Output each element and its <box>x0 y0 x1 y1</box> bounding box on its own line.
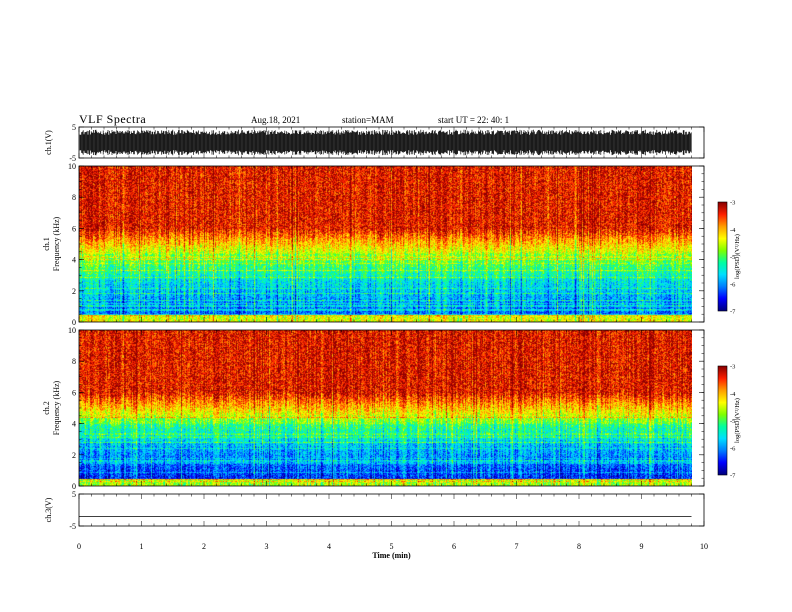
panel-3-ylabel-channel: ch.2 <box>42 401 51 415</box>
panel-2-ylabel-axis: Frequency (kHz) <box>52 216 61 271</box>
colorbar-ch2-tick-label: -7 <box>730 473 736 480</box>
ytick-label: 4 <box>72 420 76 429</box>
xtick-label: 10 <box>700 542 708 551</box>
ytick-label: 8 <box>72 193 76 202</box>
ytick-label: 2 <box>72 451 76 460</box>
xtick-label: 9 <box>640 542 644 551</box>
ytick-label: 0 <box>72 482 76 491</box>
ytick-label: 10 <box>68 326 76 335</box>
figure-start-time: start UT = 22: 40: 1 <box>438 115 510 125</box>
figure-title: VLF Spectra <box>79 112 147 126</box>
panel-1-ylabel: ch.1(V) <box>44 130 53 155</box>
colorbar-ch1-gradient <box>718 202 727 311</box>
panel-4-ylabel: ch.3(V) <box>44 497 53 522</box>
ytick-label: 10 <box>68 162 76 171</box>
colorbar-ch1-tick-label: -7 <box>730 309 736 316</box>
xtick-label: 5 <box>390 542 394 551</box>
x-axis-label: Time (min) <box>372 551 411 560</box>
colorbar-ch1-tick-label: -6 <box>730 281 736 288</box>
colorbar-ch2-tick-label: -4 <box>730 391 736 398</box>
ytick-label: 2 <box>72 287 76 296</box>
ytick-label: 6 <box>72 388 76 397</box>
xtick-label: 8 <box>577 542 581 551</box>
xtick-label: 6 <box>452 542 456 551</box>
ytick-label: 6 <box>72 224 76 233</box>
figure-station: station=MAM <box>342 115 394 125</box>
figure-date: Aug.18, 2021 <box>251 115 301 125</box>
spectrogram-ch1-image <box>79 166 692 322</box>
colorbar-ch1-label: log(PSD)(V²/Hz) <box>734 234 741 279</box>
colorbar-ch2-gradient <box>718 366 727 475</box>
colorbar-ch2-tick-label: -6 <box>730 445 736 452</box>
xtick-label: 1 <box>140 542 144 551</box>
xtick-label: 2 <box>202 542 206 551</box>
colorbar-ch2-label: log(PSD)(V²/Hz) <box>734 398 741 443</box>
xtick-label: 7 <box>515 542 519 551</box>
xtick-label: 3 <box>265 542 269 551</box>
colorbar-ch1-tick-label: -3 <box>730 200 735 207</box>
ytick-label: 8 <box>72 357 76 366</box>
ytick-label: -5 <box>69 154 76 163</box>
colorbar-ch2-frame <box>717 365 728 476</box>
colorbar-ch1-tick-label: -5 <box>730 254 735 261</box>
panel-2-ylabel-channel: ch.1 <box>42 237 51 251</box>
ytick-label: 5 <box>72 490 76 499</box>
ytick-label: 0 <box>72 318 76 327</box>
xtick-label: 0 <box>77 542 81 551</box>
panel-3-ylabel-axis: Frequency (kHz) <box>52 380 61 435</box>
colorbar-ch2-tick-label: -5 <box>730 418 735 425</box>
ytick-label: 4 <box>72 256 76 265</box>
colorbar-ch2-tick-label: -3 <box>730 364 735 371</box>
spectrogram-ch2-image <box>79 330 692 486</box>
ytick-label: -5 <box>69 522 76 531</box>
colorbar-ch1-tick-label: -4 <box>730 227 736 234</box>
colorbar-ch1-frame <box>717 201 728 312</box>
xtick-label: 4 <box>327 542 331 551</box>
ytick-label: 5 <box>72 123 76 132</box>
ch1-waveform-line <box>79 129 692 156</box>
